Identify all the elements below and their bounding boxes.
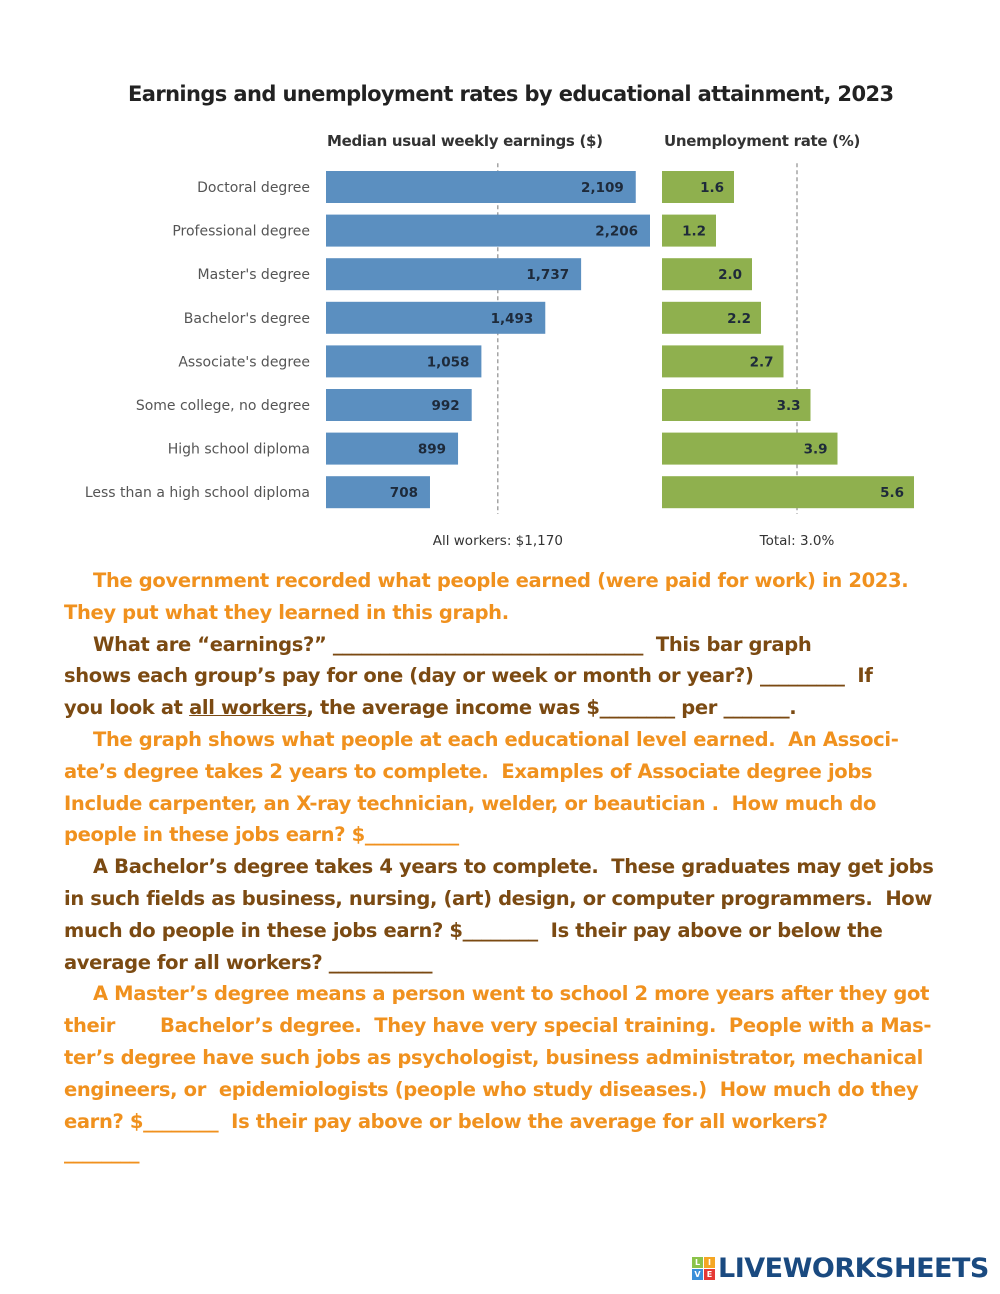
bar bbox=[326, 389, 472, 421]
text-line: in such fields as business, nursing, (ar… bbox=[64, 883, 932, 915]
data-label: 1,058 bbox=[427, 354, 470, 370]
text-line: people in these jobs earn? $__________ bbox=[64, 819, 459, 851]
text-segment: A Bachelor’s degree takes 4 years to com… bbox=[93, 855, 934, 879]
text-line: What are “earnings?” ___________________… bbox=[93, 629, 812, 661]
text-segment: Include carpenter, an X-ray technician, … bbox=[64, 791, 877, 815]
category-label: Bachelor's degree bbox=[184, 311, 310, 327]
text-line: engineers, or epidemiologists (people wh… bbox=[64, 1074, 919, 1106]
reference-label: All workers: $1,170 bbox=[433, 533, 563, 549]
bar bbox=[662, 301, 761, 334]
text-segment: They put what they learned in this graph… bbox=[64, 600, 509, 624]
text-line: average for all workers? ___________ bbox=[64, 947, 432, 979]
text-segment: average for all workers? ___________ bbox=[64, 950, 433, 974]
bar bbox=[326, 432, 459, 465]
data-label: 1,493 bbox=[491, 311, 534, 327]
text-line: They put what they learned in this graph… bbox=[64, 597, 509, 629]
bar bbox=[662, 389, 811, 421]
data-label: 899 bbox=[418, 442, 446, 458]
text-segment: , the average income was $________ per _… bbox=[306, 696, 797, 720]
text-segment: you look at bbox=[64, 696, 190, 720]
data-label: 992 bbox=[432, 398, 460, 414]
reference-label: Total: 3.0% bbox=[759, 533, 835, 549]
logo-cube: L bbox=[692, 1257, 703, 1268]
bar bbox=[662, 214, 716, 247]
data-label: 3.3 bbox=[777, 398, 801, 414]
bar bbox=[662, 345, 784, 378]
text-segment: in such fields as business, nursing, (ar… bbox=[64, 887, 933, 910]
text-line: Include carpenter, an X-ray technician, … bbox=[64, 788, 876, 820]
text-line: A Master’s degree means a person went to… bbox=[93, 978, 929, 1010]
data-label: 5.6 bbox=[880, 485, 904, 501]
data-label: 1.2 bbox=[682, 224, 706, 240]
text-line: earn? $________ Is their pay above or be… bbox=[64, 1106, 828, 1138]
category-label: Some college, no degree bbox=[136, 398, 310, 414]
text-segment: all workers bbox=[189, 696, 307, 720]
data-label: 1,737 bbox=[526, 267, 569, 283]
bar bbox=[326, 258, 582, 291]
text-line: ________ bbox=[64, 1137, 140, 1169]
text-segment: The government recorded what people earn… bbox=[93, 569, 909, 592]
bar bbox=[326, 301, 546, 334]
chart-title: Earnings and unemployment rates by educa… bbox=[128, 82, 894, 106]
logo-text: LIVEWORKSHEETS bbox=[718, 1253, 989, 1284]
bar bbox=[326, 345, 482, 378]
data-label: 2,109 bbox=[581, 180, 624, 196]
bar bbox=[662, 171, 734, 203]
text-segment: shows each group’s pay for one (day or w… bbox=[64, 664, 873, 688]
bar bbox=[326, 476, 430, 509]
text-segment: ate’s degree takes 2 years to complete. … bbox=[64, 759, 873, 783]
text-segment: What are “earnings?” ___________________… bbox=[93, 632, 812, 656]
bar bbox=[326, 171, 636, 203]
text-segment: earn? $________ Is their pay above or be… bbox=[64, 1109, 828, 1133]
text-line: their Bachelor’s degree. They have very … bbox=[64, 1010, 931, 1042]
text-segment: ter’s degree have such jobs as psycholog… bbox=[64, 1046, 923, 1069]
category-label: Less than a high school diploma bbox=[85, 485, 310, 501]
text-segment: The graph shows what people at each educ… bbox=[93, 728, 899, 751]
unemployment-subtitle: Unemployment rate (%) bbox=[664, 132, 861, 150]
text-segment: their Bachelor’s degree. They have very … bbox=[64, 1014, 932, 1038]
chart: Doctoral degree Professional degree Master… bbox=[85, 163, 914, 549]
bar bbox=[662, 258, 752, 291]
text-line: ter’s degree have such jobs as psycholog… bbox=[64, 1042, 923, 1074]
category-label: Associate's degree bbox=[178, 354, 310, 370]
category-label: High school diploma bbox=[168, 442, 310, 458]
bar bbox=[662, 432, 838, 465]
text-line: A Bachelor’s degree takes 4 years to com… bbox=[93, 851, 934, 883]
logo-cube: E bbox=[704, 1269, 715, 1280]
bar bbox=[662, 476, 914, 509]
data-label: 2.7 bbox=[750, 354, 774, 370]
earnings-subtitle: Median usual weekly earnings ($) bbox=[327, 132, 603, 150]
text-line: The government recorded what people earn… bbox=[93, 565, 909, 597]
text-line: ate’s degree takes 2 years to complete. … bbox=[64, 756, 873, 788]
text-line: much do people in these jobs earn? $____… bbox=[64, 915, 883, 947]
text-segment: people in these jobs earn? $__________ bbox=[64, 823, 459, 847]
category-label: Professional degree bbox=[172, 224, 310, 240]
data-label: 1.6 bbox=[700, 180, 724, 196]
text-line: you look at all workers, the average inc… bbox=[64, 692, 797, 724]
data-label: 2,206 bbox=[595, 224, 638, 240]
data-label: 708 bbox=[390, 485, 418, 501]
text-line: The graph shows what people at each educ… bbox=[93, 724, 899, 756]
data-label: 2.2 bbox=[727, 311, 751, 327]
logo-cube: V bbox=[692, 1269, 703, 1280]
text-segment: A Master’s degree means a person went to… bbox=[93, 982, 930, 1006]
liveworksheets-logo: L I V E LIVEWORKSHEETS bbox=[692, 1253, 989, 1284]
bar bbox=[326, 214, 650, 247]
data-label: 2.0 bbox=[718, 267, 742, 283]
logo-cubes-icon: L I V E bbox=[692, 1257, 715, 1280]
category-label: Master's degree bbox=[198, 267, 310, 283]
text-segment: ________ bbox=[64, 1141, 140, 1165]
category-label: Doctoral degree bbox=[197, 180, 310, 196]
text-segment: much do people in these jobs earn? $____… bbox=[64, 918, 883, 942]
logo-cube: I bbox=[704, 1257, 715, 1268]
data-label: 3.9 bbox=[804, 442, 828, 458]
text-segment: engineers, or epidemiologists (people wh… bbox=[64, 1077, 919, 1101]
text-line: shows each group’s pay for one (day or w… bbox=[64, 660, 873, 692]
